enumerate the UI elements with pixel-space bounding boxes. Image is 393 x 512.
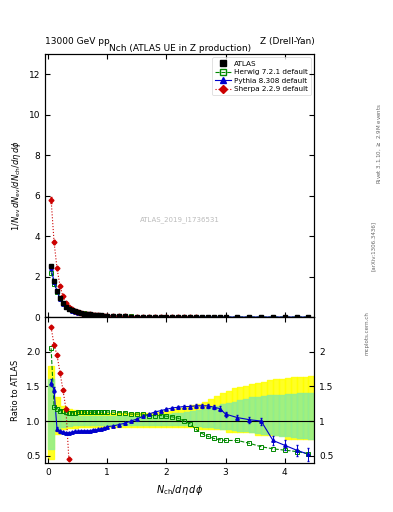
Text: Z (Drell-Yan): Z (Drell-Yan) [260, 37, 314, 46]
Text: mcplots.cern.ch: mcplots.cern.ch [365, 311, 370, 355]
Y-axis label: $1/N_{\rm ev}\, dN_{\rm ev}/dN_{\rm ch}/d\eta\, d\phi$: $1/N_{\rm ev}\, dN_{\rm ev}/dN_{\rm ch}/… [10, 140, 23, 231]
X-axis label: $N_{\rm ch}/d\eta\, d\phi$: $N_{\rm ch}/d\eta\, d\phi$ [156, 483, 204, 497]
Text: [arXiv:1306.3436]: [arXiv:1306.3436] [371, 221, 376, 271]
Legend: ATLAS, Herwig 7.2.1 default, Pythia 8.308 default, Sherpa 2.2.9 default: ATLAS, Herwig 7.2.1 default, Pythia 8.30… [212, 57, 311, 95]
Text: ATLAS_2019_I1736531: ATLAS_2019_I1736531 [140, 216, 220, 223]
Text: Rivet 3.1.10, $\geq$ 2.9M events: Rivet 3.1.10, $\geq$ 2.9M events [375, 103, 383, 184]
Text: 13000 GeV pp: 13000 GeV pp [45, 37, 110, 46]
Title: Nch (ATLAS UE in Z production): Nch (ATLAS UE in Z production) [109, 44, 251, 53]
Y-axis label: Ratio to ATLAS: Ratio to ATLAS [11, 359, 20, 421]
